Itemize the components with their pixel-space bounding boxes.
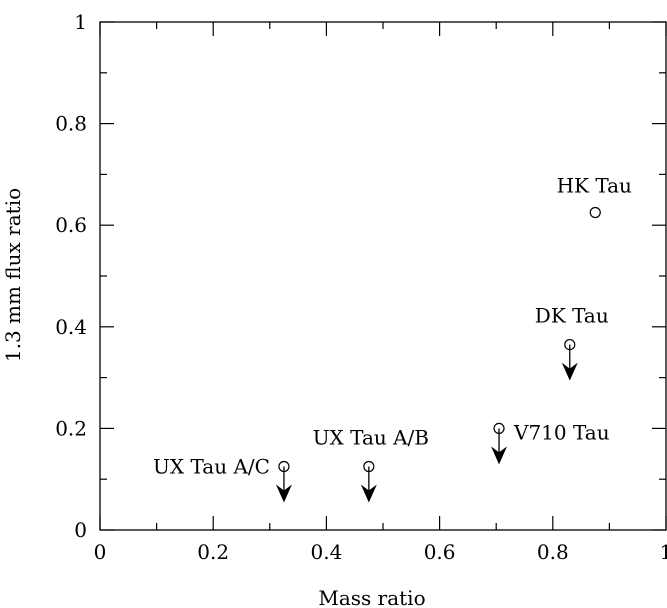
data-point [491,422,508,465]
y-tick-label: 0.2 [55,416,87,440]
point-label: HK Tau [557,174,632,198]
y-tick-label: 0.6 [55,213,87,237]
x-tick-label: 0.4 [310,540,342,564]
y-tick-label: 1 [74,10,87,34]
y-tick-label: 0.8 [55,112,87,136]
point-label: UX Tau A/C [153,455,270,479]
x-tick-label: 0.6 [424,540,456,564]
point-label: UX Tau A/B [313,426,429,450]
x-tick-label: 0 [94,540,107,564]
x-tick-label: 1 [660,540,667,564]
x-tick-label: 0.2 [197,540,229,564]
axis-ticks [99,21,667,531]
point-label: V710 Tau [513,420,610,444]
upper-limit-arrowhead [491,446,508,465]
x-tick-label: 0.8 [537,540,569,564]
data-point [360,460,377,503]
x-tick-labels: 0 0.2 0.4 0.6 0.8 1 [94,540,667,564]
upper-limit-arrowhead [360,484,377,503]
x-axis-title: Mass ratio [318,586,425,608]
point-label: DK Tau [535,304,609,328]
data-point [275,460,292,503]
data-points [275,206,601,503]
data-point [589,206,601,219]
point-marker [589,206,601,219]
y-tick-labels: 0 0.2 0.4 0.6 0.8 1 [55,10,87,542]
point-labels: UX Tau A/C UX Tau A/B V710 Tau DK Tau HK Tau [153,174,632,479]
y-tick-label: 0.4 [55,315,87,339]
upper-limit-arrowhead [561,362,578,381]
upper-limit-arrowhead [275,484,292,503]
data-point [561,338,578,381]
y-axis-title: 1.3 mm flux ratio [1,188,25,362]
y-tick-label: 0 [74,518,87,542]
